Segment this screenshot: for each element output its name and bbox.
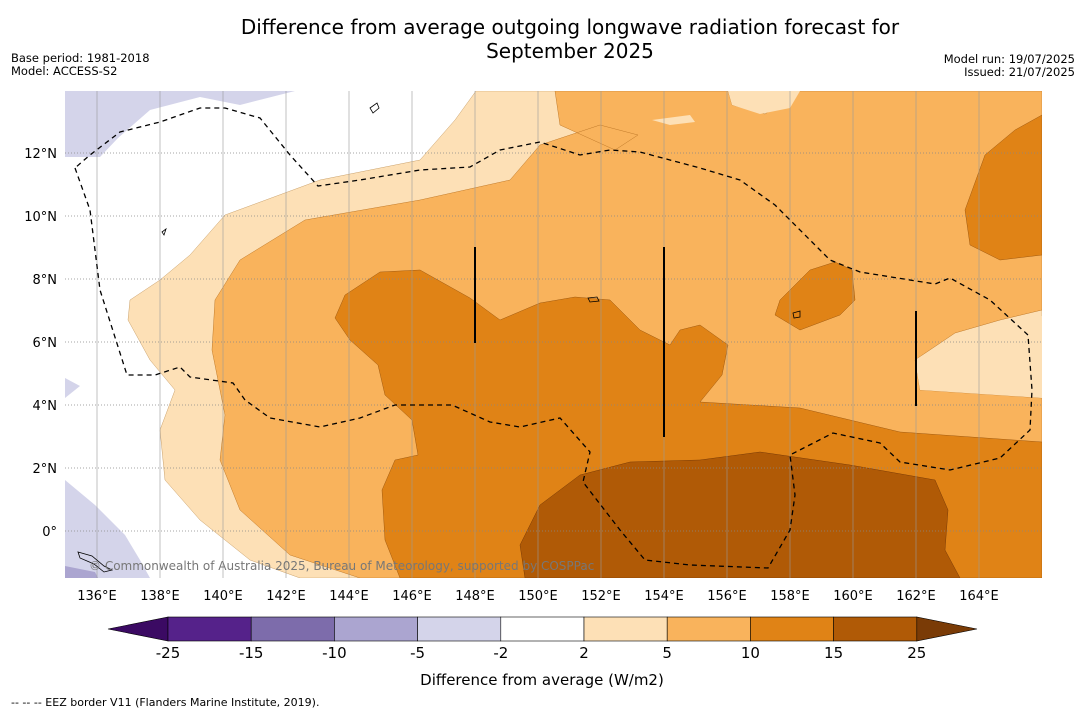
colorbar-label: Difference from average (W/m2) xyxy=(420,671,664,689)
negative-anomaly-region-corner xyxy=(65,566,98,578)
x-tick-label: 142°E xyxy=(266,589,306,604)
island-outline xyxy=(161,227,167,236)
colorbar-segment xyxy=(750,616,834,642)
colorbar-tick-label: 15 xyxy=(824,644,843,662)
model-run: Model run: 19/07/2025 xyxy=(943,52,1075,66)
x-axis-ticks: 136°E 138°E 140°E 142°E 144°E 146°E 148°E 150°E… xyxy=(77,589,999,604)
anomaly-15-25-region xyxy=(519,451,961,578)
title-line-1: Difference from average outgoing longwav… xyxy=(240,15,900,39)
colorbar-segment xyxy=(167,616,252,642)
x-tick-label: 144°E xyxy=(329,589,369,604)
colorbar-tick-label: -25 xyxy=(156,644,181,662)
negative-anomaly-region-west xyxy=(65,378,80,398)
base-period: Base period: 1981-2018 xyxy=(11,51,150,65)
light-patch-north xyxy=(728,91,800,114)
eez-border-west xyxy=(74,107,1033,569)
anomaly-10-15-east-patch xyxy=(774,261,856,331)
colorbar-segment xyxy=(666,616,751,642)
footnote-eez: -- -- -- EEZ border V11 (Flanders Marine… xyxy=(11,696,320,709)
island-outline xyxy=(77,551,114,573)
colorbar-tick-label: 25 xyxy=(907,644,926,662)
y-tick-label: 4°N xyxy=(33,399,58,414)
x-tick-label: 138°E xyxy=(140,589,180,604)
x-tick-label: 160°E xyxy=(833,589,873,604)
colorbar-tick-label: -15 xyxy=(239,644,264,662)
light-contour-east xyxy=(915,316,1042,398)
x-tick-label: 146°E xyxy=(392,589,432,604)
y-tick-label: 12°N xyxy=(24,147,57,162)
title-line-2: September 2025 xyxy=(486,39,654,63)
y-tick-label: 8°N xyxy=(33,273,58,288)
light-patch-north-small xyxy=(652,115,695,125)
islands xyxy=(77,102,801,573)
island-outline xyxy=(369,102,380,114)
x-tick-label: 136°E xyxy=(77,589,117,604)
x-tick-label: 154°E xyxy=(644,589,684,604)
colorbar-tick-label: 5 xyxy=(662,644,672,662)
y-tick-label: 0° xyxy=(42,525,57,540)
colorbar-tick-label: -10 xyxy=(322,644,347,662)
anomaly-10-15-northeast xyxy=(964,114,1042,261)
island-outline xyxy=(792,310,801,319)
x-tick-label: 156°E xyxy=(707,589,747,604)
chart-title: Difference from average outgoing longwav… xyxy=(170,15,970,63)
issued-date: Issued: 21/07/2025 xyxy=(964,65,1075,79)
meta-left: Base period: 1981-2018 Model: ACCESS-S2 xyxy=(11,52,150,78)
y-tick-label: 2°N xyxy=(33,462,58,477)
colorbar-tick-label: -5 xyxy=(410,644,425,662)
colorbar-segment xyxy=(334,616,418,642)
meta-right: Model run: 19/07/2025 Issued: 21/07/2025 xyxy=(944,53,1075,79)
boundary-lines xyxy=(474,247,917,437)
x-tick-label: 152°E xyxy=(581,589,621,604)
x-tick-label: 140°E xyxy=(203,589,243,604)
latitude-gridlines xyxy=(65,152,1042,532)
colorbar-extend-high xyxy=(916,616,978,642)
colorbar-tick-label: 2 xyxy=(579,644,589,662)
x-tick-label: 158°E xyxy=(770,589,810,604)
colorbar-segment xyxy=(583,616,668,642)
credit-text: © Commonwealth of Australia 2025, Bureau… xyxy=(89,559,594,573)
colorbar-segment xyxy=(250,616,335,642)
colorbar-ticks: -25 -15 -10 -5 -2 2 5 10 15 25 xyxy=(156,644,927,662)
map-plot-area: © Commonwealth of Australia 2025, Bureau… xyxy=(65,91,1042,578)
colorbar-tick-label: -2 xyxy=(493,644,508,662)
x-tick-label: 148°E xyxy=(455,589,495,604)
eez-borders xyxy=(74,107,1033,569)
island-outline xyxy=(587,296,600,303)
negative-anomaly-region-southwest xyxy=(65,480,150,578)
model-name: Model: ACCESS-S2 xyxy=(11,64,118,78)
colorbar-segment xyxy=(500,616,585,642)
colorbar-extend-low xyxy=(107,616,169,642)
y-tick-label: 6°N xyxy=(33,336,58,351)
negative-anomaly-region-north xyxy=(65,91,295,157)
x-tick-label: 150°E xyxy=(518,589,558,604)
y-tick-label: 10°N xyxy=(24,210,57,225)
colorbar xyxy=(107,616,978,642)
colorbar-segment xyxy=(417,616,502,642)
x-tick-label: 164°E xyxy=(959,589,999,604)
x-tick-label: 162°E xyxy=(896,589,936,604)
colorbar-tick-label: 10 xyxy=(741,644,760,662)
y-axis-ticks: 12°N 10°N 8°N 6°N 4°N 2°N 0° xyxy=(24,147,57,540)
colorbar-segment xyxy=(833,616,918,642)
